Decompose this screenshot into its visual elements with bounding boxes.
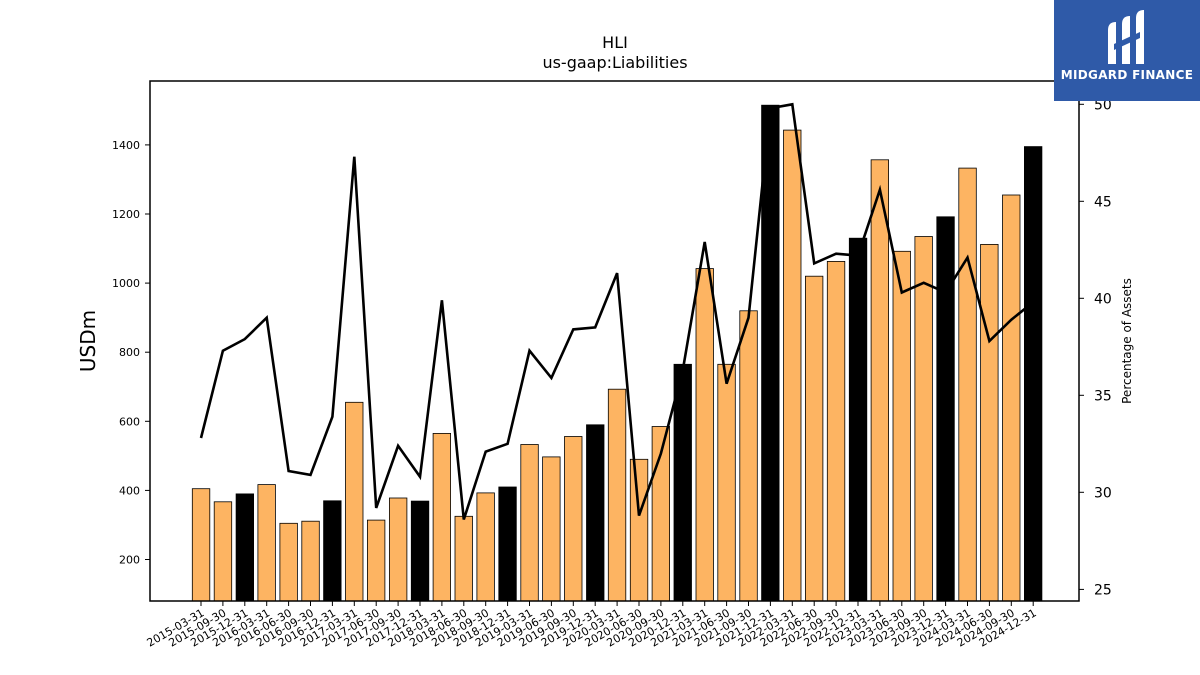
bar <box>607 388 627 602</box>
bar <box>235 493 255 602</box>
y-tick-label: 1200 <box>112 208 140 221</box>
bar <box>1024 146 1043 602</box>
y-tick-label: 400 <box>119 484 140 497</box>
bar <box>936 216 955 602</box>
bar <box>323 500 342 602</box>
bar <box>454 515 473 602</box>
y2-axis-label: Percentage of Assets <box>1120 278 1134 404</box>
bar <box>564 436 583 602</box>
bar <box>345 401 364 602</box>
bar <box>432 432 452 602</box>
bar <box>695 268 714 602</box>
bar <box>805 275 824 602</box>
bar <box>739 310 758 602</box>
y2-tick-label: 25 <box>1094 582 1112 598</box>
chart-subtitle: us-gaap:Liabilities <box>542 53 687 72</box>
bar <box>892 250 911 602</box>
y2-tick-label: 35 <box>1094 388 1112 404</box>
y-tick-label: 1400 <box>112 139 140 152</box>
bar <box>213 501 233 602</box>
logo-text: MIDGARD FINANCE <box>1060 68 1194 82</box>
y-tick-label: 800 <box>119 346 140 359</box>
y2-tick-label: 45 <box>1094 194 1112 210</box>
bar <box>191 488 211 602</box>
chart-title: HLI <box>602 33 628 52</box>
bar <box>301 520 320 602</box>
y-tick-label: 600 <box>119 415 140 428</box>
midgard-finance-logo: MIDGARD FINANCE <box>1054 0 1200 101</box>
bar <box>1002 194 1021 602</box>
bar <box>870 159 889 602</box>
bar <box>826 260 846 602</box>
bar <box>410 500 430 602</box>
bar <box>498 486 517 602</box>
bar <box>848 237 868 602</box>
bar <box>257 484 276 602</box>
bar <box>914 236 933 602</box>
bar <box>717 363 736 602</box>
y-axis-label: USDm <box>76 310 100 372</box>
series-line <box>199 102 1035 520</box>
bar <box>542 456 561 602</box>
bar <box>586 424 605 602</box>
bar <box>629 458 649 602</box>
bar <box>673 363 692 602</box>
y-tick-label: 1000 <box>112 277 140 290</box>
y2-tick-label: 30 <box>1094 485 1112 501</box>
bar <box>958 167 977 602</box>
bar <box>980 243 999 602</box>
bar <box>388 497 408 602</box>
bar <box>783 129 802 602</box>
bar <box>279 522 298 602</box>
y2-tick-label: 40 <box>1094 291 1112 307</box>
y2-tick-label: 50 <box>1094 97 1112 113</box>
bar <box>520 444 539 602</box>
midgard-logo-mark-icon <box>1108 10 1144 64</box>
bar <box>476 492 495 602</box>
y-tick-label: 200 <box>119 554 140 567</box>
bar <box>366 519 386 602</box>
plot-frame <box>149 80 1080 602</box>
